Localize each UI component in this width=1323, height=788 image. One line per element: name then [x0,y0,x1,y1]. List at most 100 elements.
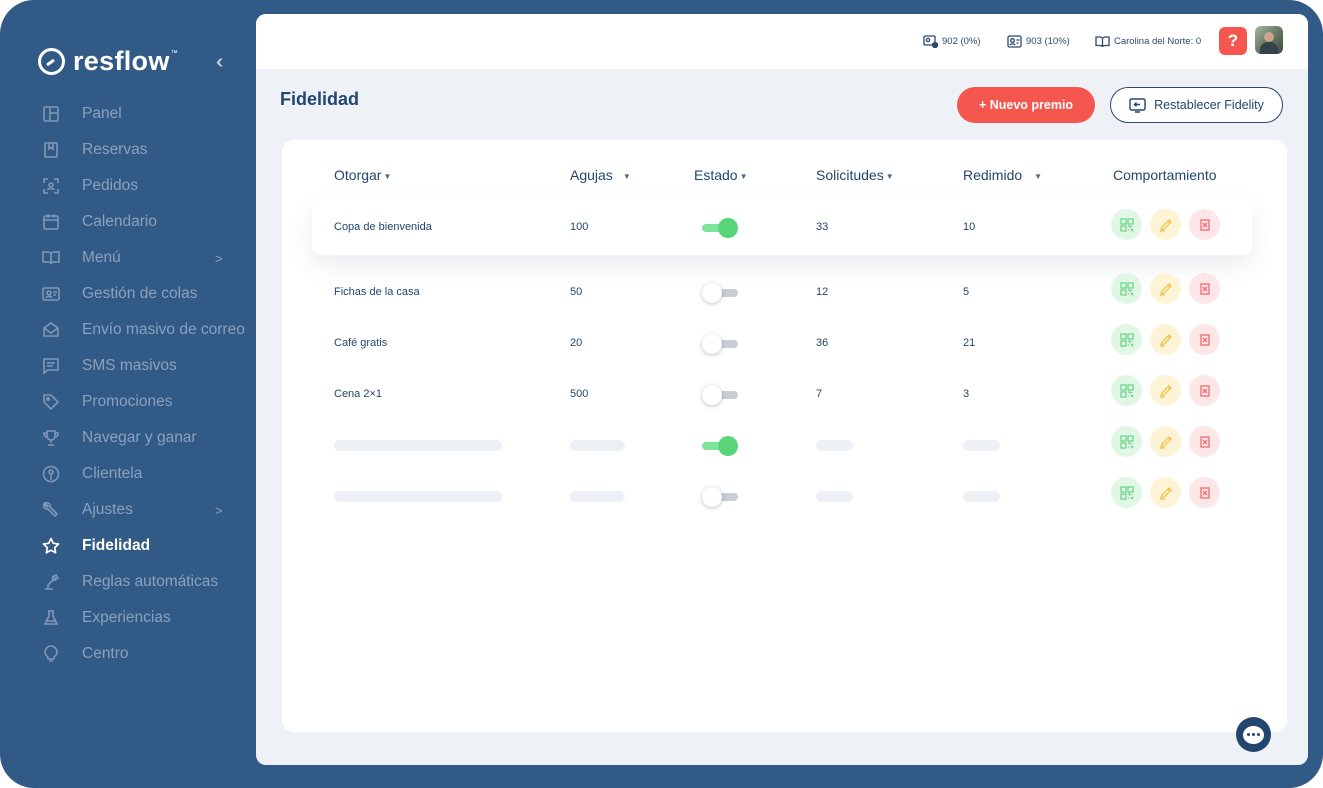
sidebar-item-calendario[interactable]: Calendario [0,204,256,240]
qr-code-button[interactable] [1111,477,1142,508]
qr-code-icon [1119,485,1134,500]
sort-caret-icon: ▼ [739,171,748,181]
pencil-icon [1159,486,1172,500]
sidebar-item-pedidos[interactable]: Pedidos [0,168,256,204]
scan-icon [42,177,60,195]
edit-button[interactable] [1150,426,1181,457]
topbar-stat-reservations[interactable]: 902 (0%) [923,35,981,48]
header-label: Solicitudes [816,167,884,183]
edit-button[interactable] [1150,375,1181,406]
delete-button[interactable] [1189,426,1220,457]
edit-button[interactable] [1150,477,1181,508]
table-row[interactable]: Fichas de la casa 50 12 5 [312,267,1252,318]
header-label: Comportamiento [1113,167,1217,183]
qr-code-icon [1119,281,1134,296]
reward-points: 20 [570,337,583,349]
qr-code-button[interactable] [1111,426,1142,457]
table-row[interactable]: Café gratis 20 36 21 [312,318,1252,369]
status-toggle[interactable] [702,334,738,354]
calendar-icon [42,213,60,231]
delete-button[interactable] [1189,375,1220,406]
reward-requests: 36 [816,337,829,349]
sidebar-item-label: SMS masivos [82,357,177,374]
delete-button[interactable] [1189,477,1220,508]
top-bar: 902 (0%) 903 (10%) Carolina del Norte: 0… [256,14,1308,69]
qr-code-button[interactable] [1111,324,1142,355]
main-panel: 902 (0%) 903 (10%) Carolina del Norte: 0… [256,14,1308,765]
edit-button[interactable] [1150,273,1181,304]
qr-code-button[interactable] [1111,273,1142,304]
new-reward-button[interactable]: + Nuevo premio [957,87,1095,123]
brand-name: resflow [73,46,170,76]
column-header-solicitudes[interactable]: Solicitudes ▼ [816,167,894,183]
sidebar-nav: Panel Reservas Pedidos Calendario Menú > [0,96,256,672]
qr-code-button[interactable] [1111,209,1142,240]
stat-value: 902 (0%) [942,36,981,47]
status-toggle[interactable] [700,436,738,456]
reset-fidelity-button[interactable]: Restablecer Fidelity [1110,87,1283,123]
status-toggle[interactable] [702,487,738,507]
delete-button[interactable] [1189,273,1220,304]
logo-icon [38,48,65,75]
sidebar-item-label: Clientela [82,465,143,482]
sidebar-item-label: Reglas automáticas [82,573,219,590]
column-header-agujas[interactable]: Agujas ▼ [570,167,631,183]
skeleton-bar [816,491,853,502]
sidebar-item-centro[interactable]: Centro [0,636,256,672]
chat-button[interactable] [1236,717,1271,752]
sidebar-item-sms-masivos[interactable]: SMS masivos [0,348,256,384]
delete-button[interactable] [1189,324,1220,355]
user-circle-icon [42,465,60,483]
sidebar-item-navegar-y-ganar[interactable]: Navegar y ganar [0,420,256,456]
sidebar-item-label: Ajustes [82,501,133,518]
sidebar-item-ajustes[interactable]: Ajustes > [0,492,256,528]
table-row-placeholder [312,420,1252,471]
sidebar-item-label: Fidelidad [82,537,151,554]
avatar[interactable] [1255,26,1283,54]
qr-code-button[interactable] [1111,375,1142,406]
reset-button-label: Restablecer Fidelity [1154,98,1264,112]
sidebar-item-reservas[interactable]: Reservas [0,132,256,168]
column-header-estado[interactable]: Estado ▼ [694,167,748,183]
sidebar-item-envio-masivo-de-correo[interactable]: Envío masivo de correo [0,312,256,348]
reward-points: 100 [570,221,589,233]
help-button[interactable]: ? [1219,27,1247,55]
status-toggle[interactable] [700,218,738,238]
people-badge-icon [923,35,938,48]
edit-button[interactable] [1150,209,1181,240]
sidebar-item-gestion-de-colas[interactable]: Gestión de colas [0,276,256,312]
topbar-stat-queue[interactable]: 903 (10%) [1007,35,1070,48]
message-icon [42,357,60,375]
sidebar-item-menu[interactable]: Menú > [0,240,256,276]
reward-requests: 7 [816,388,823,400]
stat-value: Carolina del Norte: 0 [1114,36,1202,47]
sidebar-item-reglas-automaticas[interactable]: Reglas automáticas [0,564,256,600]
sidebar-item-panel[interactable]: Panel [0,96,256,132]
reward-requests: 12 [816,286,829,298]
reward-redeemed: 3 [963,388,970,400]
column-header-redimido[interactable]: Redimido ▼ [963,167,1042,183]
sidebar-item-label: Centro [82,645,129,662]
table-row[interactable]: Cena 2×1 500 7 3 [312,369,1252,420]
sidebar-item-promociones[interactable]: Promociones [0,384,256,420]
reward-redeemed: 5 [963,286,970,298]
reset-icon [1129,97,1146,113]
edit-button[interactable] [1150,324,1181,355]
status-toggle[interactable] [702,385,738,405]
sidebar-item-label: Navegar y ganar [82,429,197,446]
topbar-stat-location[interactable]: Carolina del Norte: 0 [1095,35,1201,48]
double-chevron-left-icon[interactable]: ‹‹ [216,51,225,73]
brand-logo[interactable]: resflow ™ [38,46,178,77]
delete-icon [1199,333,1210,346]
column-header-otorgar[interactable]: Otorgar ▼ [334,167,391,183]
header-label: Estado [694,167,738,183]
delete-button[interactable] [1189,209,1220,240]
sidebar-item-clientela[interactable]: Clientela [0,456,256,492]
table-row[interactable]: Copa de bienvenida 100 33 10 [312,199,1252,255]
chevron-right-icon: > [215,250,223,266]
mail-icon [42,321,60,339]
status-toggle[interactable] [702,283,738,303]
sidebar-item-experiencias[interactable]: Experiencias [0,600,256,636]
sidebar-item-fidelidad[interactable]: Fidelidad [0,528,256,564]
